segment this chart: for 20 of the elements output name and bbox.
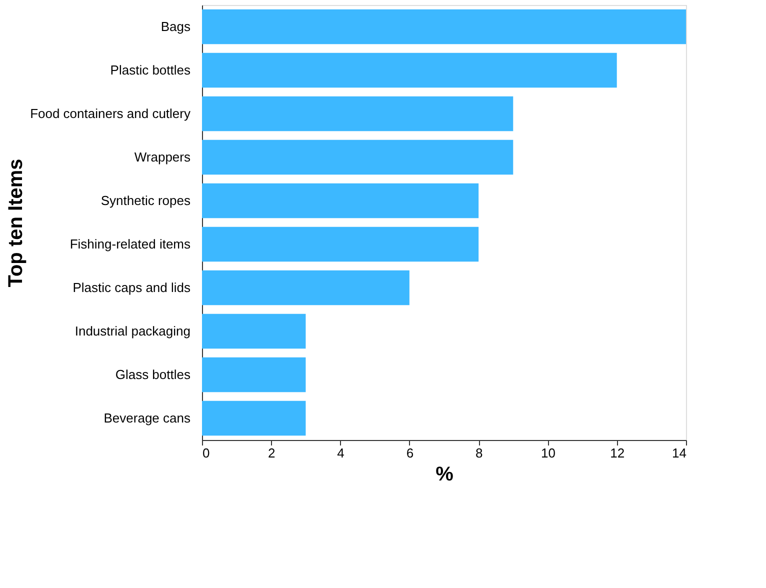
x-axis-title: %	[436, 464, 454, 486]
y-tick-label: Plastic caps and lids	[72, 280, 191, 295]
y-tick-label: Fishing-related items	[70, 236, 191, 252]
y-tick-label: Wrappers	[134, 149, 191, 164]
x-tick-label: 12	[610, 446, 625, 460]
y-tick-label: Glass bottles	[115, 366, 191, 382]
x-tick-label: 14	[672, 446, 686, 460]
x-tick-label: 4	[337, 446, 344, 460]
y-tick-label: Food containers and cutlery	[30, 106, 191, 121]
x-tick-label: 6	[406, 446, 414, 460]
x-tick-label: 10	[540, 446, 556, 460]
y-axis-title: Top ten Items	[5, 158, 28, 288]
y-tick-label: Industrial packaging	[74, 323, 190, 338]
x-tick-label: 2	[268, 446, 276, 460]
y-tick-label: Beverage cans	[104, 410, 191, 426]
x-tick-label: 0	[202, 446, 210, 460]
y-tick-label: Plastic bottles	[110, 62, 191, 78]
x-tick-label: 8	[475, 446, 483, 460]
y-tick-label: Bags	[160, 18, 191, 34]
y-tick-label: Synthetic ropes	[100, 192, 191, 208]
